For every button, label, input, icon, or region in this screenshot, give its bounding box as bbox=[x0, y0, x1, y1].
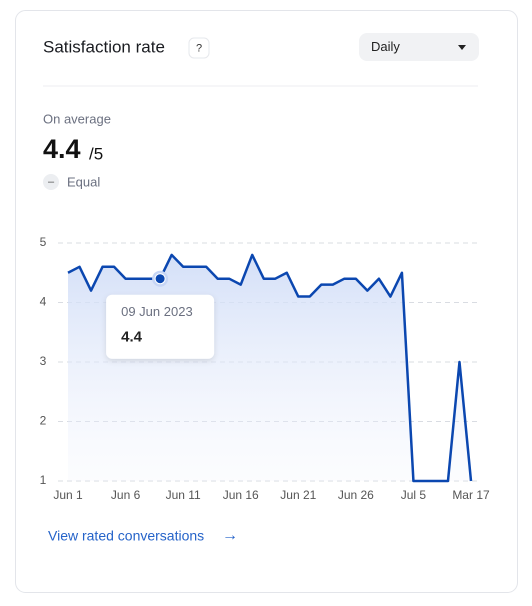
trend-badge bbox=[43, 174, 59, 190]
x-tick-label: Mar 17 bbox=[452, 488, 490, 502]
x-tick-label: Jul 5 bbox=[401, 488, 427, 502]
line bbox=[67, 253, 473, 483]
x-tick-label: Jun 16 bbox=[223, 488, 259, 502]
x-tick-label: Jun 11 bbox=[166, 488, 201, 502]
trend-icon: – bbox=[48, 176, 55, 188]
tooltip-date: 09 Jun 2023 bbox=[121, 304, 193, 319]
tooltip-value: 4.4 bbox=[121, 329, 143, 346]
link-arrow[interactable]: → bbox=[222, 527, 238, 544]
y-tick-label: 4 bbox=[40, 295, 47, 309]
y-tick-label: 2 bbox=[40, 414, 47, 428]
dropdown-caret[interactable] bbox=[458, 45, 466, 50]
trend-label: Equal bbox=[67, 174, 100, 189]
tooltip bbox=[106, 294, 215, 359]
x-tick-label: Jun 1 bbox=[53, 488, 83, 502]
link-text[interactable]: View rated conversations bbox=[48, 528, 204, 544]
x-tick-label: Jun 6 bbox=[111, 488, 141, 502]
dropdown[interactable] bbox=[359, 33, 479, 61]
summary-value: 4.4 bbox=[43, 134, 81, 164]
highlight-point bbox=[154, 273, 166, 285]
y-tick-label: 3 bbox=[40, 354, 47, 368]
card-title: Satisfaction rate bbox=[43, 37, 165, 56]
chart: 1 2 3 4 5 Jun 1 Jun 6 Jun 11 Jun 16 Jun 21 Jun 26 J… bbox=[40, 235, 490, 502]
y-tick-label: 1 bbox=[40, 473, 47, 487]
help-icon[interactable]: ? bbox=[196, 42, 202, 54]
x-tick-label: Jun 21 bbox=[280, 488, 316, 502]
summary-suffix: /5 bbox=[89, 144, 103, 163]
dropdown-value[interactable]: Daily bbox=[371, 39, 400, 54]
help-badge[interactable] bbox=[188, 37, 210, 59]
summary-label: On average bbox=[43, 111, 111, 126]
x-tick-label: Jun 26 bbox=[338, 488, 374, 502]
y-tick-label: 5 bbox=[40, 235, 47, 249]
